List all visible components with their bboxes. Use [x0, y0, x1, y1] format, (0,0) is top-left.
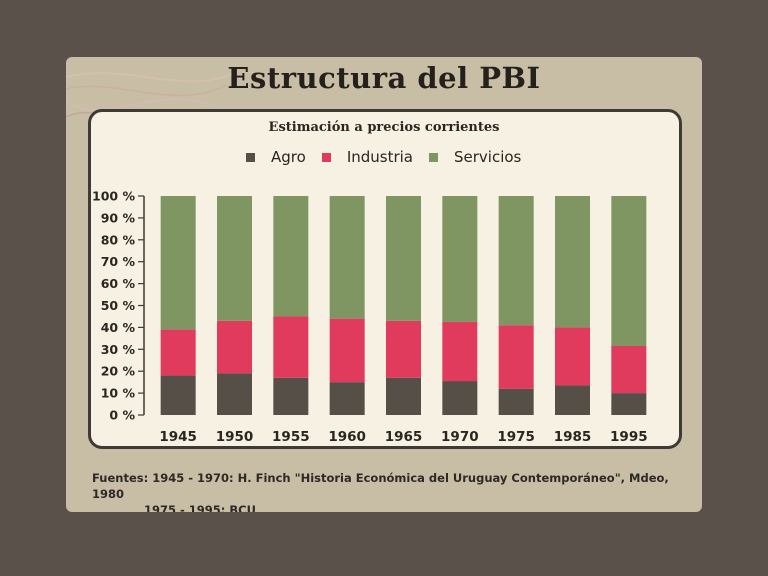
- bar-servicios-1965: [386, 196, 421, 321]
- y-tick-label: 50 %: [101, 298, 136, 313]
- y-tick-label: 40 %: [101, 320, 136, 335]
- y-tick-label: 100 %: [92, 189, 135, 204]
- bar-servicios-1995: [611, 196, 647, 347]
- bar-servicios-1960: [329, 196, 365, 319]
- bar-industria-1960: [329, 318, 365, 383]
- bar-industria-1945: [160, 329, 196, 376]
- bar-industria-1995: [611, 346, 647, 394]
- bar-agro-1995: [611, 393, 647, 415]
- bar-industria-1955: [273, 316, 309, 378]
- sources-note: Fuentes: 1945 - 1970: H. Finch "Historia…: [92, 470, 692, 512]
- x-tick-label: 1960: [328, 429, 366, 445]
- bar-agro-1965: [386, 377, 421, 415]
- bar-industria-1965: [386, 320, 421, 378]
- bar-servicios-1950: [217, 196, 252, 321]
- legend-swatch-servicios: [429, 152, 438, 162]
- bar-industria-1985: [555, 327, 590, 386]
- bar-agro-1985: [555, 385, 590, 415]
- bar-servicios-1945: [160, 196, 196, 330]
- slide: Estructura del PBI Estimación a precios …: [66, 57, 702, 512]
- x-tick-label: 1965: [385, 429, 423, 445]
- y-tick-label: 60 %: [101, 276, 136, 291]
- y-tick-label: 30 %: [101, 342, 136, 357]
- bar-servicios-1955: [273, 196, 309, 317]
- chart-legend: Agro Industria Servicios: [246, 147, 537, 167]
- legend-label-servicios: Servicios: [454, 148, 522, 166]
- slide-title: Estructura del PBI: [227, 61, 541, 95]
- bar-agro-1950: [217, 373, 252, 415]
- bar-agro-1955: [273, 377, 309, 415]
- sources-line-2: 1975 - 1995: BCU: [144, 503, 256, 512]
- y-tick-label: 20 %: [101, 364, 136, 379]
- bar-industria-1950: [217, 320, 252, 374]
- bar-agro-1960: [329, 382, 365, 415]
- x-tick-label: 1995: [610, 429, 648, 445]
- bar-servicios-1975: [498, 196, 534, 326]
- bar-agro-1975: [498, 388, 534, 415]
- x-tick-label: 1945: [159, 429, 197, 445]
- x-tick-label: 1975: [497, 429, 535, 445]
- legend-label-agro: Agro: [271, 148, 306, 166]
- x-tick-label: 1970: [441, 429, 479, 445]
- legend-swatch-industria: [321, 152, 331, 162]
- bar-agro-1945: [160, 375, 196, 415]
- bar-industria-1975: [498, 325, 534, 389]
- bar-servicios-1985: [555, 196, 590, 328]
- bar-servicios-1970: [442, 196, 478, 322]
- y-tick-label: 90 %: [101, 210, 136, 225]
- y-tick-label: 80 %: [101, 232, 136, 247]
- y-tick-label: 10 %: [101, 386, 136, 401]
- x-tick-label: 1985: [554, 429, 592, 445]
- legend-swatch-agro: [246, 152, 255, 162]
- bar-industria-1970: [442, 321, 478, 382]
- chart-subtitle: Estimación a precios corrientes: [268, 120, 500, 135]
- y-tick-label: 0 %: [109, 408, 135, 423]
- x-tick-label: 1950: [216, 429, 254, 445]
- legend-label-industria: Industria: [346, 148, 413, 166]
- stacked-bar-chart: 0 % 10 % 20 % 30 % 40 % 50 % 60 % 70 % 80 % 90 % 1…: [92, 189, 648, 446]
- sources-line-1: Fuentes: 1945 - 1970: H. Finch "Historia…: [92, 471, 669, 501]
- bar-agro-1970: [442, 381, 478, 415]
- y-tick-label: 70 %: [101, 254, 136, 269]
- x-tick-label: 1955: [272, 429, 310, 445]
